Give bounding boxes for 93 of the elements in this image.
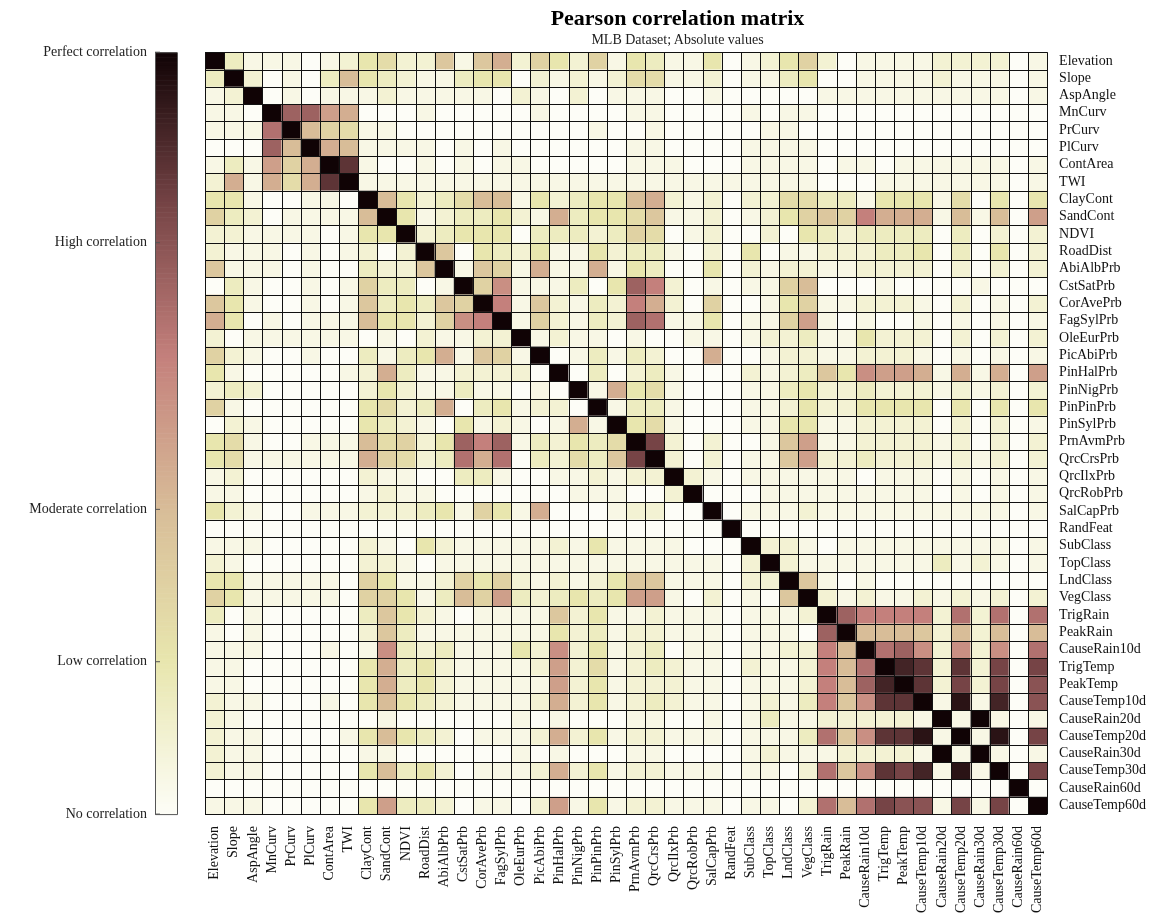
color-bar-label: Low correlation bbox=[57, 653, 147, 669]
y-tick-label: MnCurv bbox=[1059, 104, 1107, 120]
x-tick-label: CauseRain20d bbox=[933, 826, 949, 908]
x-tick-label: PinSylPrb bbox=[608, 826, 624, 883]
x-tick-label: CstSatPrb bbox=[455, 826, 471, 883]
y-tick-label: CauseTemp20d bbox=[1059, 727, 1147, 743]
x-tick-label: OleEurPrb bbox=[512, 826, 528, 886]
y-tick-label: PinSylPrb bbox=[1059, 416, 1116, 432]
y-tick-label: TopClass bbox=[1059, 554, 1112, 570]
y-tick-label: CauseTemp60d bbox=[1059, 797, 1147, 813]
x-tick-label: CauseTemp10d bbox=[914, 826, 930, 914]
y-tick-label: PinPinPrb bbox=[1059, 398, 1116, 414]
y-tick-label: OleEurPrb bbox=[1059, 329, 1119, 345]
y-tick-label: NDVI bbox=[1059, 225, 1095, 241]
y-tick-label: TrigRain bbox=[1059, 606, 1110, 622]
x-tick-label: CauseRain10d bbox=[856, 826, 872, 908]
y-tick-label: CauseRain10d bbox=[1059, 641, 1141, 657]
y-tick-label: CauseRain60d bbox=[1059, 779, 1141, 795]
chart-title: Pearson correlation matrix bbox=[550, 4, 805, 30]
color-bar-label: High correlation bbox=[54, 234, 147, 250]
y-tick-label: CauseRain20d bbox=[1059, 710, 1141, 726]
color-bar-label: Perfect correlation bbox=[43, 43, 147, 59]
y-tick-label: CorAvePrb bbox=[1059, 294, 1122, 310]
y-tick-label: CstSatPrb bbox=[1059, 277, 1116, 293]
x-tick-label: PicAbiPrb bbox=[531, 826, 547, 885]
x-tick-label: MnCurv bbox=[263, 826, 279, 874]
y-tick-label: CauseTemp30d bbox=[1059, 762, 1147, 778]
x-tick-label: CauseTemp20d bbox=[952, 826, 968, 914]
y-tick-label: PlCurv bbox=[1059, 139, 1099, 155]
x-tick-label: RandFeat bbox=[722, 826, 738, 880]
x-tick-label: CauseTemp30d bbox=[990, 826, 1006, 914]
y-tick-label: AbiAlbPrb bbox=[1059, 260, 1121, 276]
x-tick-label: TopClass bbox=[761, 826, 777, 879]
y-tick-label: PrnAvmPrb bbox=[1059, 433, 1125, 449]
x-tick-label: PrCurv bbox=[282, 826, 298, 867]
color-bar-label: No correlation bbox=[65, 805, 147, 821]
x-tick-label: LndClass bbox=[780, 826, 796, 879]
y-tick-label: PinHalPrb bbox=[1059, 364, 1118, 380]
y-tick-label: SandCont bbox=[1059, 208, 1115, 224]
y-tick-label: RandFeat bbox=[1059, 520, 1113, 536]
x-tick-label: SalCapPrb bbox=[703, 826, 719, 886]
x-tick-label: PeakTemp bbox=[895, 826, 911, 886]
y-tick-label: AspAngle bbox=[1059, 87, 1116, 103]
y-tick-label: SubClass bbox=[1059, 537, 1112, 553]
y-tick-label: PeakTemp bbox=[1059, 675, 1119, 691]
y-tick-label: VegClass bbox=[1059, 589, 1112, 605]
y-tick-label: SalCapPrb bbox=[1059, 502, 1119, 518]
y-tick-label: ClayCont bbox=[1059, 191, 1113, 207]
color-bar-label: Moderate correlation bbox=[29, 501, 147, 517]
x-tick-label: CorAvePrb bbox=[474, 826, 490, 889]
y-tick-label: QrcCrsPrb bbox=[1059, 450, 1119, 466]
y-tick-label: PinNigPrb bbox=[1059, 381, 1119, 397]
x-tick-label: NDVI bbox=[397, 825, 413, 862]
y-tick-label: PeakRain bbox=[1059, 623, 1113, 639]
x-tick-label: TrigTemp bbox=[876, 826, 892, 882]
x-tick-label: AspAngle bbox=[244, 826, 260, 883]
x-tick-label: RoadDist bbox=[416, 826, 432, 879]
x-tick-label: CauseRain30d bbox=[971, 826, 987, 908]
x-tick-label: PrnAvmPrb bbox=[627, 826, 643, 892]
x-tick-label: AbiAlbPrb bbox=[435, 826, 451, 888]
x-tick-label: VegClass bbox=[799, 826, 815, 879]
x-tick-label: ClayCont bbox=[359, 826, 375, 880]
x-tick-label: SandCont bbox=[378, 826, 394, 882]
y-tick-label: FagSylPrb bbox=[1059, 312, 1119, 328]
y-tick-label: LndClass bbox=[1059, 572, 1112, 588]
x-tick-label: QrcRobPrb bbox=[684, 826, 700, 890]
y-tick-label: CauseTemp10d bbox=[1059, 693, 1147, 709]
x-tick-label: QrcCrsPrb bbox=[646, 826, 662, 886]
x-tick-label: PeakRain bbox=[837, 826, 853, 880]
x-tick-label: TWI bbox=[340, 825, 356, 853]
y-tick-label: QrcRobPrb bbox=[1059, 485, 1123, 501]
x-tick-label: PinHalPrb bbox=[550, 826, 566, 885]
chart-subtitle: MLB Dataset; Absolute values bbox=[591, 32, 764, 48]
y-tick-label: ContArea bbox=[1059, 156, 1115, 172]
x-tick-label: ContArea bbox=[321, 825, 337, 881]
x-tick-label: QrcIlxPrb bbox=[665, 826, 681, 883]
y-tick-label: TWI bbox=[1059, 173, 1086, 189]
x-tick-label: PlCurv bbox=[301, 826, 317, 866]
x-tick-label: Slope bbox=[225, 826, 241, 858]
y-tick-label: RoadDist bbox=[1059, 243, 1113, 259]
y-tick-label: TrigTemp bbox=[1059, 658, 1115, 674]
x-tick-label: PinNigPrb bbox=[569, 826, 585, 886]
y-tick-label: CauseRain30d bbox=[1059, 745, 1141, 761]
x-tick-label: FagSylPrb bbox=[493, 826, 509, 886]
y-tick-label: PicAbiPrb bbox=[1059, 346, 1118, 362]
y-tick-label: QrcIlxPrb bbox=[1059, 468, 1116, 484]
y-tick-label: Elevation bbox=[1059, 52, 1113, 68]
x-tick-label: SubClass bbox=[742, 826, 758, 879]
y-tick-label: PrCurv bbox=[1059, 121, 1100, 137]
x-tick-label: TrigRain bbox=[818, 826, 834, 877]
y-tick-label: Slope bbox=[1059, 69, 1091, 85]
x-tick-label: PinPinPrb bbox=[589, 826, 605, 883]
x-tick-label: Elevation bbox=[206, 826, 222, 880]
